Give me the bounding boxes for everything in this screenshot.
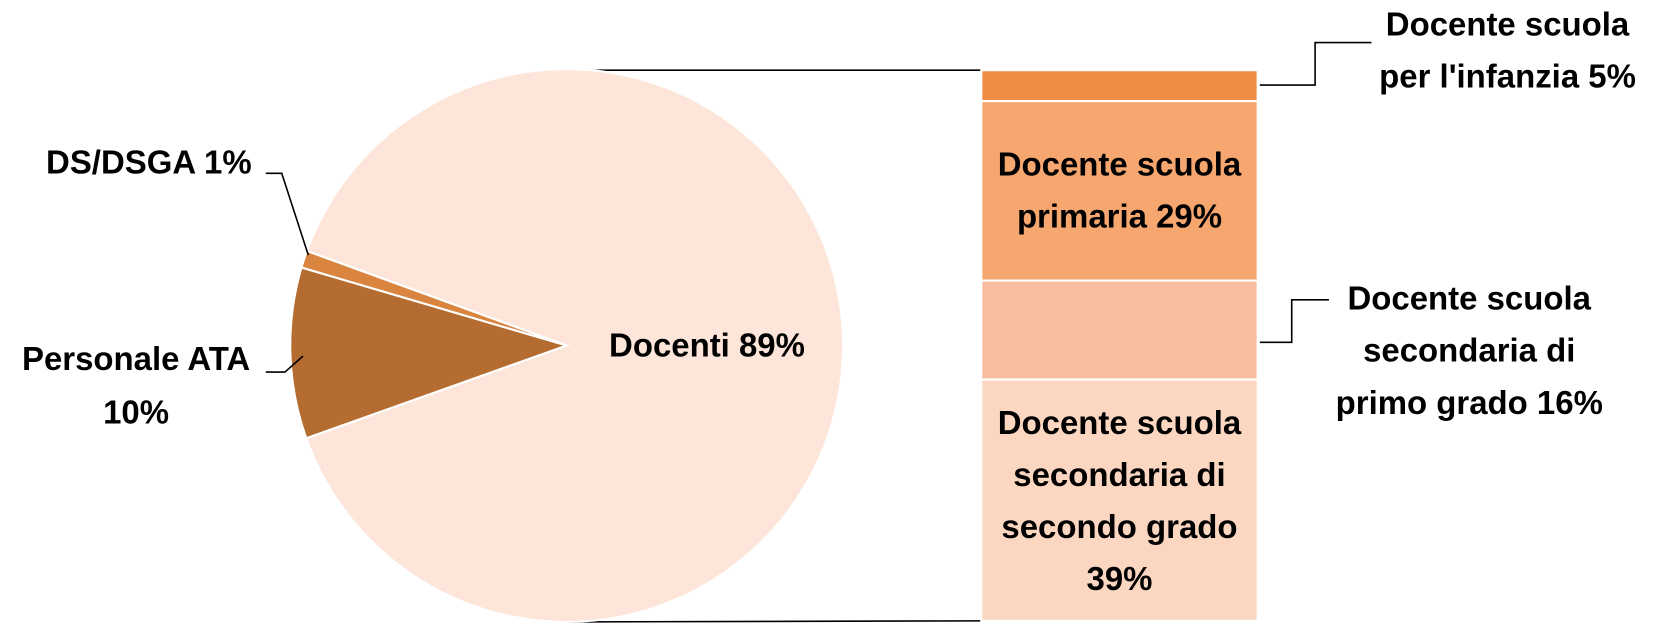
bar-segment <box>980 279 1259 381</box>
leader-line <box>1259 299 1329 344</box>
leader-line <box>265 355 304 373</box>
data-label: secondaria di <box>1013 456 1225 493</box>
pie-slice <box>289 266 571 440</box>
bar-segment <box>980 378 1259 622</box>
data-label: Docente scuola <box>998 404 1242 441</box>
data-label: Personale ATA <box>22 340 250 377</box>
bar-segment <box>980 69 1259 103</box>
data-label: secondaria di <box>1363 332 1575 369</box>
data-label: 39% <box>1087 560 1153 597</box>
data-label: Docente scuola <box>1386 5 1630 42</box>
data-label: Docente scuola <box>1348 280 1592 317</box>
data-label: secondo grado <box>1001 508 1237 545</box>
data-label: Docente scuola <box>998 146 1242 183</box>
pie-slice <box>304 68 845 623</box>
data-label: 10% <box>103 393 169 430</box>
leader-line <box>1259 41 1372 86</box>
data-label: primo grado 16% <box>1336 384 1603 421</box>
connector <box>566 620 982 623</box>
leader-line <box>265 172 310 256</box>
data-label: Docenti 89% <box>609 326 805 363</box>
data-label: primaria 29% <box>1017 198 1222 235</box>
data-label: per l'infanzia 5% <box>1379 57 1636 94</box>
data-label: DS/DSGA 1% <box>46 143 252 180</box>
bar-segment <box>980 100 1259 282</box>
